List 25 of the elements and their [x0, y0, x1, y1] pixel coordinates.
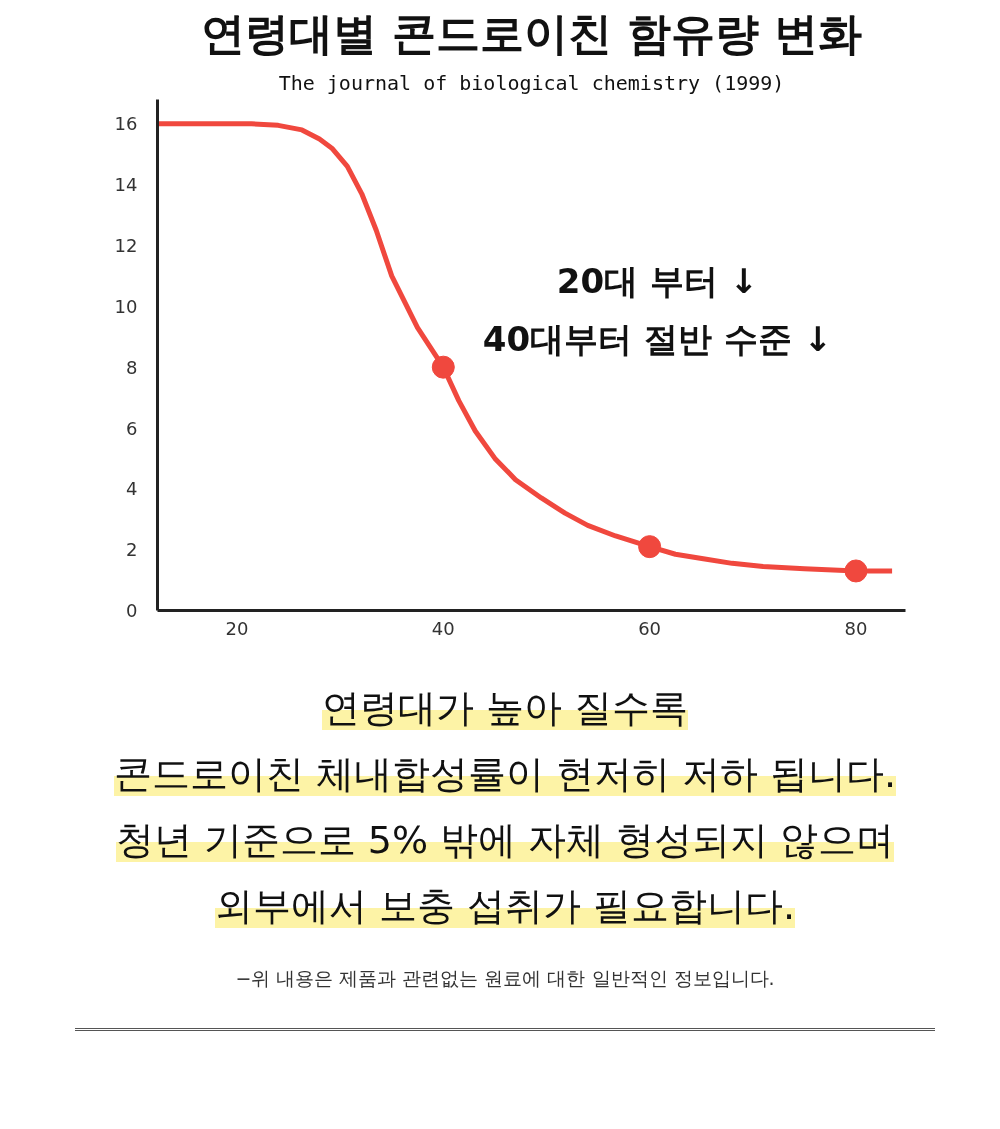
text: 외부에서 보충 섭취가 필요합니다.	[214, 884, 796, 928]
x-tick-label: 20	[225, 617, 249, 639]
y-tick-label: 0	[126, 600, 138, 621]
text: 연령대가 높아 질수록	[321, 686, 689, 730]
x-tick-label: 60	[638, 617, 662, 639]
y-tick-label: 8	[126, 356, 138, 378]
y-tick-label: 4	[126, 478, 138, 500]
point	[638, 535, 662, 559]
point	[844, 559, 868, 583]
point	[431, 355, 455, 379]
annotation: 40대부터 절반 수준 ↓	[482, 318, 833, 359]
text: 청년 기준으로 5% 밖에 자체 형성되지 않으며	[115, 818, 895, 862]
annotation: 20대 부터 ↓	[556, 260, 759, 301]
y-tick-label: 12	[114, 235, 138, 256]
y-tick-label: 2	[126, 539, 138, 561]
y-tick-label: 10	[114, 295, 138, 317]
chart-subtitle: The journal of biological chemistry (1999)	[278, 70, 785, 95]
text: −위 내용은 제품과 관련없는 원료에 대한 일반적인 정보입니다.	[234, 966, 776, 991]
y-tick-label: 16	[114, 113, 138, 135]
chart-title: 연령대별 콘드로이친 함유량 변화	[200, 7, 863, 59]
y-tick-label: 14	[114, 174, 138, 196]
x-tick-label: 80	[844, 617, 868, 639]
text: 콘드로이친 체내합성률이 현저히 저하 됩니다.	[113, 752, 897, 796]
x-tick-label: 40	[431, 617, 455, 639]
y-tick-label: 6	[126, 417, 138, 439]
